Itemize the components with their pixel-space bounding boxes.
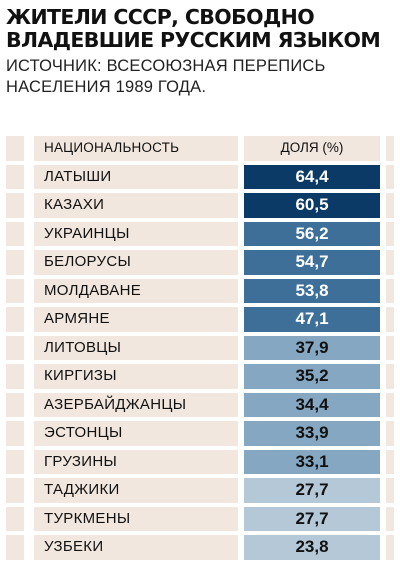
nationality-label: УЗБЕКИ [34,535,238,560]
table-row: ЛИТОВЦЫ 37,9 [6,334,394,363]
row-end-marker [386,392,394,417]
nationality-label: АЗЕРБАЙДЖАНЦЫ [34,392,238,417]
row-marker [6,364,24,389]
table-row: УЗБЕКИ 23,8 [6,533,394,562]
row-end-marker [386,449,394,474]
row-end-marker [386,307,394,332]
share-value: 56,2 [244,221,380,246]
row-marker [6,449,24,474]
row-marker [6,250,24,275]
nationality-label: ЛИТОВЦЫ [34,335,238,360]
row-end-marker [386,193,394,218]
nationality-label: ГРУЗИНЫ [34,449,238,474]
row-marker [6,221,24,246]
row-end-marker [386,506,394,531]
row-marker [6,506,24,531]
row-end-marker [386,335,394,360]
share-value: 60,5 [244,193,380,218]
row-end-marker [386,250,394,275]
share-value: 64,4 [244,164,380,189]
row-marker [6,478,24,503]
table-row: ЭСТОНЦЫ 33,9 [6,419,394,448]
share-value: 37,9 [244,335,380,360]
page-title: ЖИТЕЛИ СССР, СВОБОДНО ВЛАДЕВШИЕ РУССКИМ … [6,5,381,52]
row-marker [6,421,24,446]
row-marker [6,535,24,560]
nationality-label: КАЗАХИ [34,193,238,218]
nationality-label: УКРАИНЦЫ [34,221,238,246]
nationality-label: ТАДЖИКИ [34,478,238,503]
row-marker [6,307,24,332]
row-end-marker [386,421,394,446]
row-marker [6,392,24,417]
row-marker [6,164,24,189]
row-end-marker [386,364,394,389]
data-table: НАЦИОНАЛЬНОСТЬ ДОЛЯ (%) ЛАТЫШИ 64,4 КАЗАХИ… [6,134,394,562]
nationality-label: ТУРКМЕНЫ [34,506,238,531]
table-body: ЛАТЫШИ 64,4 КАЗАХИ 60,5 УКРАИНЦЫ 56,2 БЕЛОРУСЫ… [6,163,394,562]
source-note: ИСТОЧНИК: ВСЕСОЮЗНАЯ ПЕРЕПИСЬ НАСЕЛЕНИЯ … [6,57,326,96]
column-header-share: ДОЛЯ (%) [244,136,380,161]
share-value: 27,7 [244,506,380,531]
nationality-label: АРМЯНЕ [34,307,238,332]
table-row: БЕЛОРУСЫ 54,7 [6,248,394,277]
nationality-label: КИРГИЗЫ [34,364,238,389]
row-marker [6,278,24,303]
nationality-label: ЭСТОНЦЫ [34,421,238,446]
row-end-marker [386,164,394,189]
table-row: УКРАИНЦЫ 56,2 [6,220,394,249]
row-end-marker [386,478,394,503]
row-marker [6,193,24,218]
table-row: АЗЕРБАЙДЖАНЦЫ 34,4 [6,391,394,420]
row-marker [6,136,24,161]
share-value: 27,7 [244,478,380,503]
share-value: 33,9 [244,421,380,446]
share-value: 23,8 [244,535,380,560]
nationality-label: БЕЛОРУСЫ [34,250,238,275]
row-end-marker [386,136,394,161]
table-row: КАЗАХИ 60,5 [6,191,394,220]
nationality-label: МОЛДАВАНЕ [34,278,238,303]
share-value: 35,2 [244,364,380,389]
table-row: ТУРКМЕНЫ 27,7 [6,505,394,534]
row-marker [6,335,24,360]
table-row: МОЛДАВАНЕ 53,8 [6,277,394,306]
share-value: 47,1 [244,307,380,332]
table-row: ТАДЖИКИ 27,7 [6,476,394,505]
share-value: 33,1 [244,449,380,474]
table-header-row: НАЦИОНАЛЬНОСТЬ ДОЛЯ (%) [6,134,394,163]
row-end-marker [386,278,394,303]
column-header-nationality: НАЦИОНАЛЬНОСТЬ [34,136,238,161]
nationality-label: ЛАТЫШИ [34,164,238,189]
table-row: ЛАТЫШИ 64,4 [6,163,394,192]
row-end-marker [386,535,394,560]
table-row: ГРУЗИНЫ 33,1 [6,448,394,477]
share-value: 54,7 [244,250,380,275]
table-row: КИРГИЗЫ 35,2 [6,362,394,391]
table-row: АРМЯНЕ 47,1 [6,305,394,334]
share-value: 53,8 [244,278,380,303]
share-value: 34,4 [244,392,380,417]
row-end-marker [386,221,394,246]
